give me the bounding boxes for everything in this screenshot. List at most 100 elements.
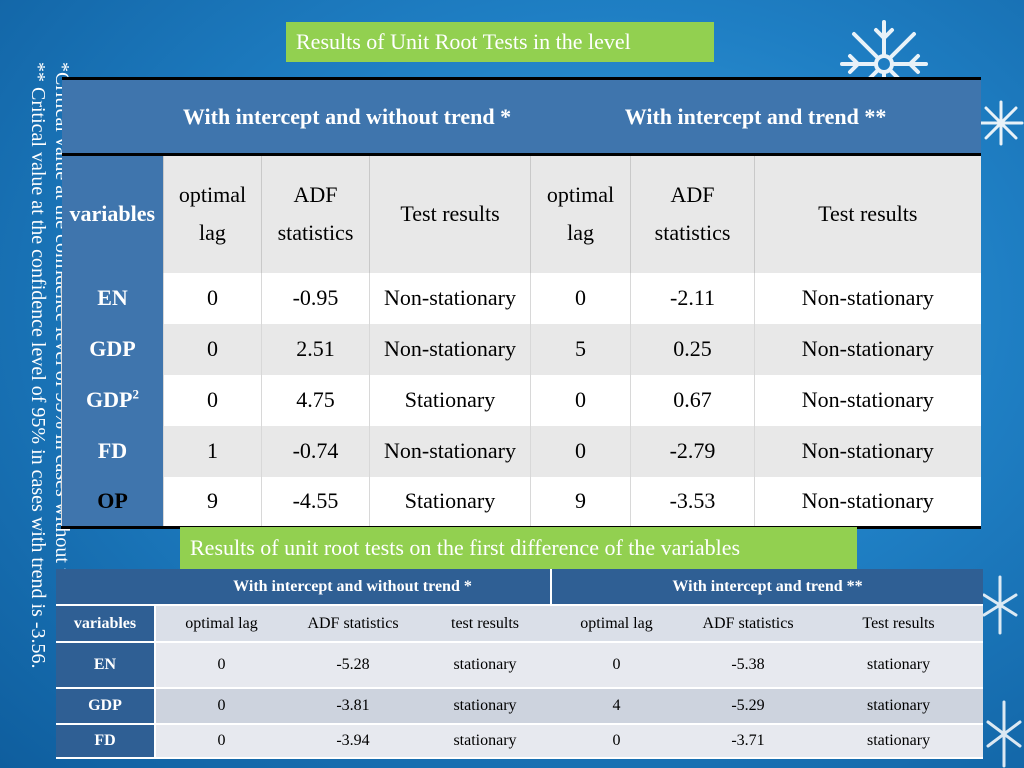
snowflake-icon [986, 700, 1022, 768]
lag-cell: 9 [163, 476, 262, 529]
col-stat-text: statistics [277, 220, 354, 246]
col-adf: ADF statistics [261, 154, 370, 273]
table-row: EN 0 -0.95 Non-stationary 0 -2.11 Non-st… [61, 272, 981, 324]
col-test-results: Test results [368, 154, 531, 273]
variable-name: EN [56, 642, 156, 689]
level-results-table: With intercept and without trend * With … [61, 77, 981, 529]
result-cell: Non-stationary [754, 374, 981, 426]
column-header-row: variables optimal lag ADF statistics Test … [61, 154, 981, 273]
adf-cell: -4.55 [261, 476, 370, 529]
col-optimal-lag: optimal lag [155, 605, 287, 643]
col-adf: ADF statistics [630, 154, 755, 273]
adf-cell: 0.25 [630, 323, 755, 375]
variable-name: EN [61, 272, 164, 324]
adf-cell: 0.67 [630, 374, 755, 426]
result-cell: stationary [419, 688, 552, 725]
lag-cell: 0 [530, 374, 631, 426]
variable-name: FD [61, 425, 164, 477]
col-optimal-lag: optimal lag [163, 154, 262, 273]
lag-cell: 0 [530, 272, 631, 324]
adf-cell: -2.79 [630, 425, 755, 477]
lag-cell: 1 [163, 425, 262, 477]
group-with-trend: With intercept and trend ** [550, 569, 984, 606]
lag-cell: 9 [530, 476, 631, 529]
adf-cell: 4.75 [261, 374, 370, 426]
adf-cell: -5.38 [682, 642, 815, 689]
adf-cell: -3.53 [630, 476, 755, 529]
lag-cell: 0 [530, 425, 631, 477]
lag-cell: 0 [155, 688, 287, 725]
group-with-trend: With intercept and trend ** [530, 77, 981, 156]
lag-cell: 4 [551, 688, 683, 725]
result-cell: stationary [419, 724, 552, 759]
adf-cell: -3.71 [682, 724, 815, 759]
group-without-trend: With intercept and without trend * [163, 77, 531, 156]
col-adf: ADF statistics [682, 605, 815, 643]
col-optimal-text: optimal [546, 182, 615, 208]
result-cell: stationary [814, 724, 984, 759]
corner-cell [56, 569, 155, 606]
lag-cell: 0 [155, 724, 287, 759]
result-cell: Stationary [368, 476, 531, 529]
lag-cell: 0 [551, 642, 683, 689]
variable-name: OP [61, 476, 164, 529]
variables-header: variables [56, 605, 156, 643]
col-test-results: Test results [814, 605, 984, 643]
col-lag-text: lag [199, 220, 226, 246]
lag-cell: 0 [163, 374, 262, 426]
result-cell: Non-stationary [754, 323, 981, 375]
variable-name: GDP2 [61, 374, 164, 426]
variables-header: variables [61, 154, 164, 273]
adf-cell: 2.51 [261, 323, 370, 375]
col-adf-text: ADF [670, 182, 715, 208]
adf-cell: -0.95 [261, 272, 370, 324]
group-without-trend: With intercept and without trend * [155, 569, 552, 606]
result-cell: Non-stationary [754, 425, 981, 477]
snowflake-icon [982, 575, 1018, 635]
variable-name: GDP [56, 688, 156, 725]
result-cell: Non-stationary [754, 272, 981, 324]
table-row: EN 0 -5.28 stationary 0 -5.38 stationary [56, 642, 984, 689]
superscript: 2 [132, 386, 139, 402]
variable-name: GDP [61, 323, 164, 375]
snowflake-icon [978, 100, 1024, 146]
note-with-trend: ** Critical value at the confidence leve… [27, 62, 49, 669]
result-cell: stationary [419, 642, 552, 689]
col-adf-text: ADF [293, 182, 338, 208]
lag-cell: 0 [155, 642, 287, 689]
result-cell: stationary [814, 642, 984, 689]
col-adf: ADF statistics [287, 605, 419, 643]
col-test-results: test results [419, 605, 552, 643]
col-stat-text: statistics [654, 220, 731, 246]
variable-name: FD [56, 724, 156, 759]
table-row: OP 9 -4.55 Stationary 9 -3.53 Non-statio… [61, 476, 981, 529]
col-optimal-lag: optimal lag [530, 154, 631, 273]
lag-cell: 0 [163, 272, 262, 324]
col-optimal-lag: optimal lag [551, 605, 683, 643]
column-header-row: variables optimal lag ADF statistics tes… [56, 605, 984, 643]
lag-cell: 0 [163, 323, 262, 375]
col-lag-text: lag [567, 220, 594, 246]
result-cell: Non-stationary [754, 476, 981, 529]
table-row: FD 1 -0.74 Non-stationary 0 -2.79 Non-st… [61, 425, 981, 477]
result-cell: Non-stationary [368, 425, 531, 477]
adf-cell: -5.28 [287, 642, 419, 689]
adf-cell: -0.74 [261, 425, 370, 477]
adf-cell: -3.81 [287, 688, 419, 725]
group-header-row: With intercept and without trend * With … [56, 569, 984, 606]
table-row: GDP 0 2.51 Non-stationary 5 0.25 Non-sta… [61, 323, 981, 375]
result-cell: Stationary [368, 374, 531, 426]
title-first-difference: Results of unit root tests on the first … [180, 527, 857, 569]
table-row: FD 0 -3.94 stationary 0 -3.71 stationary [56, 724, 984, 759]
group-header-row: With intercept and without trend * With … [61, 77, 981, 156]
adf-cell: -2.11 [630, 272, 755, 324]
adf-cell: -5.29 [682, 688, 815, 725]
result-cell: Non-stationary [368, 323, 531, 375]
col-test-results: Test results [754, 154, 981, 273]
lag-cell: 0 [551, 724, 683, 759]
adf-cell: -3.94 [287, 724, 419, 759]
result-cell: stationary [814, 688, 984, 725]
first-difference-results-table: With intercept and without trend * With … [56, 569, 984, 759]
col-optimal-text: optimal [178, 182, 247, 208]
table-row: GDP2 0 4.75 Stationary 0 0.67 Non-statio… [61, 374, 981, 426]
